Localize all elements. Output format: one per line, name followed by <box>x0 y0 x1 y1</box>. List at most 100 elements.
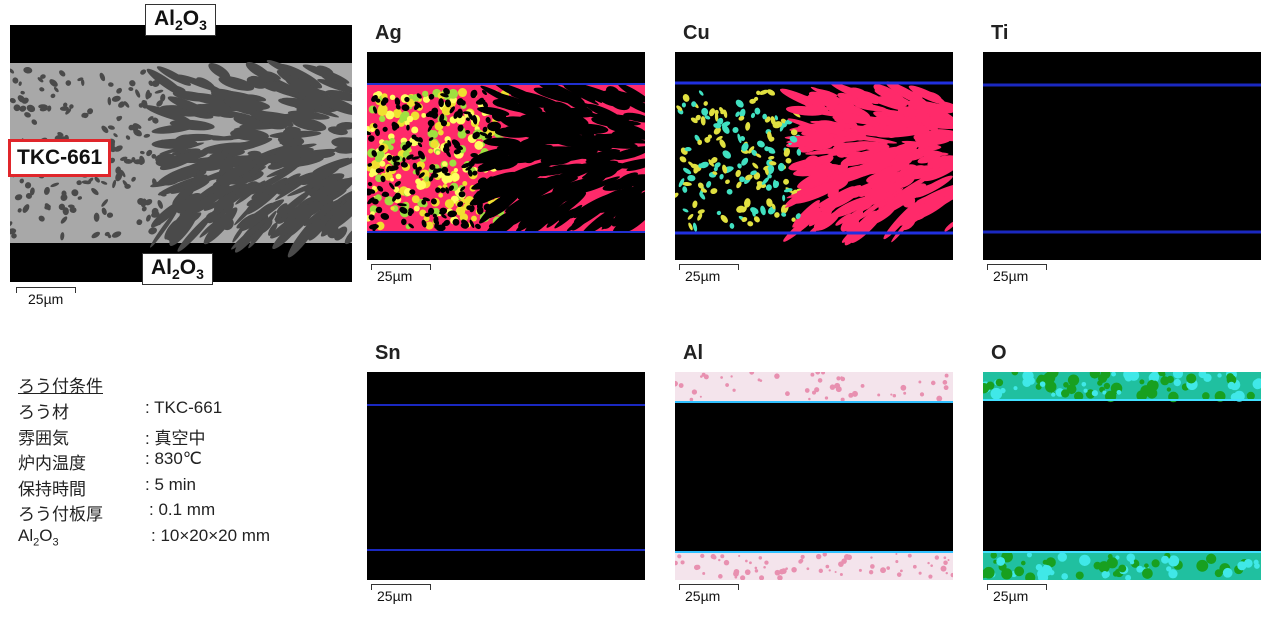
texture <box>106 212 114 218</box>
texture <box>49 79 58 87</box>
texture <box>461 219 470 228</box>
texture <box>507 159 560 178</box>
texture <box>104 231 110 237</box>
texture <box>908 85 946 105</box>
texture <box>791 567 797 573</box>
texture <box>1101 571 1109 578</box>
texture <box>763 565 766 569</box>
texture <box>375 168 382 174</box>
texture <box>697 182 704 189</box>
texture <box>476 206 484 215</box>
texture <box>474 140 484 150</box>
map-scale-bar: 25µm <box>371 264 431 284</box>
texture <box>23 66 33 74</box>
texture <box>435 224 446 232</box>
texture <box>723 559 730 566</box>
texture <box>765 184 772 191</box>
texture <box>927 561 930 565</box>
texture <box>517 127 553 135</box>
texture <box>760 205 766 216</box>
texture <box>249 111 294 127</box>
texture <box>445 149 451 158</box>
texture <box>821 372 826 375</box>
texture <box>87 108 94 115</box>
texture <box>428 175 434 182</box>
texture <box>388 144 394 151</box>
texture <box>441 166 449 174</box>
texture <box>995 378 1004 387</box>
texture <box>735 99 744 108</box>
texture <box>81 112 87 118</box>
texture <box>487 121 502 132</box>
texture <box>38 215 45 222</box>
texture <box>852 141 875 146</box>
texture <box>1063 381 1069 388</box>
texture <box>438 192 444 198</box>
texture <box>751 149 758 156</box>
texture <box>65 108 72 115</box>
map-scale-bar: 25µm <box>371 584 431 604</box>
texture <box>38 104 48 109</box>
texture <box>677 554 682 559</box>
texture <box>465 129 471 134</box>
texture <box>151 207 159 216</box>
texture <box>1081 381 1087 387</box>
texture <box>950 572 953 578</box>
texture <box>390 206 395 211</box>
texture <box>13 104 21 112</box>
texture <box>896 572 902 577</box>
texture <box>722 150 732 159</box>
texture <box>310 189 329 202</box>
texture <box>791 181 842 204</box>
texture <box>375 221 385 231</box>
texture <box>675 380 678 387</box>
texture <box>485 201 499 214</box>
texture <box>791 217 796 222</box>
texture <box>417 142 423 148</box>
texture <box>478 181 484 191</box>
texture <box>58 203 65 211</box>
texture <box>155 218 162 226</box>
texture <box>380 212 390 220</box>
texture <box>1170 569 1177 577</box>
texture <box>114 145 123 152</box>
texture <box>50 182 60 188</box>
texture <box>1217 373 1222 378</box>
texture <box>427 119 435 127</box>
texture <box>135 89 141 98</box>
texture <box>10 68 15 74</box>
texture <box>886 566 891 570</box>
texture <box>783 188 793 193</box>
texture <box>741 217 748 223</box>
texture <box>231 217 269 250</box>
texture <box>221 137 273 154</box>
texture <box>918 571 922 575</box>
texture <box>101 207 107 216</box>
texture <box>24 182 32 189</box>
texture <box>750 112 756 119</box>
texture <box>481 89 488 96</box>
material-label: TKC-661 <box>8 139 112 177</box>
texture <box>823 150 862 155</box>
texture <box>133 129 142 137</box>
condition-key: 炉内温度 <box>18 454 86 473</box>
texture <box>983 566 995 579</box>
texture <box>1115 555 1120 560</box>
texture <box>868 569 874 575</box>
texture <box>327 225 339 239</box>
texture <box>1166 566 1172 572</box>
texture <box>701 372 706 377</box>
texture <box>477 106 510 117</box>
texture <box>148 227 157 235</box>
texture <box>720 554 725 559</box>
texture <box>822 552 827 557</box>
scale-label: 25µm <box>28 291 64 307</box>
texture <box>480 85 524 109</box>
texture <box>390 177 395 182</box>
texture <box>587 185 633 216</box>
texture <box>910 194 940 207</box>
texture <box>223 98 270 111</box>
texture <box>211 110 235 118</box>
texture <box>159 142 205 155</box>
texture <box>604 183 642 214</box>
